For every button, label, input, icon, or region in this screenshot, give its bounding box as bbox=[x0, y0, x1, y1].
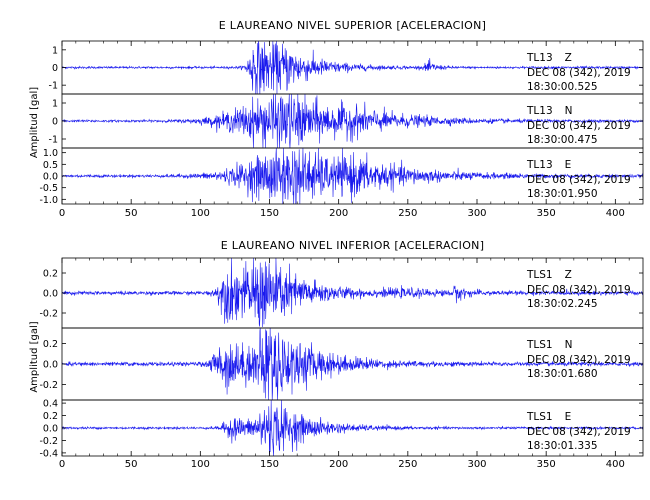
seismogram-trace-TLS1-E bbox=[61, 399, 644, 457]
station-name: TLS1 bbox=[526, 411, 553, 423]
y-tick-label: 0 bbox=[52, 63, 58, 74]
station-label: TL13 Z bbox=[526, 52, 572, 64]
station-component: N bbox=[565, 105, 573, 117]
x-tick-label: 150 bbox=[260, 459, 279, 470]
x-tick-label: 400 bbox=[606, 208, 625, 219]
chart-title: E LAUREANO NIVEL INFERIOR [ACELERACION] bbox=[221, 239, 485, 252]
record-time: 18:30:00.475 bbox=[527, 134, 598, 146]
x-tick-label: 100 bbox=[191, 459, 210, 470]
x-tick-label: 50 bbox=[125, 208, 138, 219]
y-tick-label: -0.4 bbox=[39, 448, 58, 459]
trace-panel: 0.2 0.0 -0.2 TLS1 Z DEC 08 (342), 2019 18:30:0… bbox=[39, 257, 644, 329]
station-name: TL13 bbox=[526, 52, 553, 64]
x-tick-label: 100 bbox=[191, 208, 210, 219]
record-time: 18:30:02.245 bbox=[527, 298, 598, 310]
x-tick-label: 0 bbox=[59, 459, 65, 470]
record-time: 18:30:01.335 bbox=[527, 440, 598, 452]
chart-panel-group-2: E LAUREANO NIVEL INFERIOR [ACELERACION] A… bbox=[29, 239, 644, 470]
y-tick-label: -0.2 bbox=[39, 380, 58, 391]
seismogram-trace-TLS1-Z bbox=[61, 257, 644, 328]
y-axis-label: Amplitud [gal] bbox=[29, 87, 40, 158]
record-date: DEC 08 (342), 2019 bbox=[527, 174, 631, 186]
record-date: DEC 08 (342), 2019 bbox=[527, 284, 631, 296]
y-tick-label: 0.2 bbox=[43, 411, 58, 422]
chart-title: E LAUREANO NIVEL SUPERIOR [ACELERACION] bbox=[219, 19, 486, 32]
trace-panel: 0.2 0.0 -0.2 TLS1 N DEC 08 (342), 2019 18:30:0… bbox=[39, 327, 644, 401]
record-date: DEC 08 (342), 2019 bbox=[527, 426, 631, 438]
trace-panel: 1 0 -1 TL13 Z DEC 08 (342), 2019 18:30:00.525 bbox=[49, 40, 644, 95]
x-tick-label: 250 bbox=[398, 459, 417, 470]
station-component: E bbox=[565, 411, 572, 423]
y-tick-label: 0 bbox=[52, 117, 58, 128]
trace-panel: 1.00.50.0-0.5-1.0 TL13 E DEC 08 (342), 2019… bbox=[39, 147, 644, 206]
x-tick-label: 200 bbox=[329, 459, 348, 470]
x-tick-label: 350 bbox=[537, 208, 556, 219]
x-tick-label: 0 bbox=[59, 208, 65, 219]
record-date: DEC 08 (342), 2019 bbox=[527, 120, 631, 132]
y-tick-label: -0.5 bbox=[39, 183, 58, 194]
y-tick-label: -1 bbox=[49, 81, 58, 92]
station-label: TL13 E bbox=[526, 159, 571, 171]
record-date: DEC 08 (342), 2019 bbox=[527, 67, 631, 79]
x-tick-label: 300 bbox=[467, 459, 486, 470]
chart-panel-group-1: E LAUREANO NIVEL SUPERIOR [ACELERACION] A… bbox=[29, 19, 644, 219]
y-tick-label: 1 bbox=[52, 45, 58, 56]
seismogram-trace-TL13-N bbox=[61, 93, 644, 149]
x-tick-label: 400 bbox=[606, 459, 625, 470]
y-tick-label: 0.0 bbox=[43, 360, 58, 371]
station-component: N bbox=[565, 339, 573, 351]
station-label: TLS1 E bbox=[526, 411, 571, 423]
station-name: TL13 bbox=[526, 105, 553, 117]
record-time: 18:30:01.950 bbox=[527, 188, 598, 200]
record-time: 18:30:00.525 bbox=[527, 81, 598, 93]
station-label: TLS1 Z bbox=[526, 269, 572, 281]
y-tick-label: 0.2 bbox=[43, 339, 58, 350]
x-tick-label: 50 bbox=[125, 459, 138, 470]
station-label: TLS1 N bbox=[526, 339, 572, 351]
y-tick-label: 0.0 bbox=[43, 172, 58, 183]
trace-panel: 1 0 -1 TL13 N DEC 08 (342), 2019 18:30:00.475 bbox=[49, 93, 644, 149]
seismogram-trace-TL13-E bbox=[61, 147, 644, 205]
y-tick-label: 0.0 bbox=[43, 424, 58, 435]
y-tick-label: 1.0 bbox=[43, 148, 58, 159]
station-component: Z bbox=[565, 52, 572, 64]
y-tick-label: 1 bbox=[52, 99, 58, 110]
y-tick-label: 0.2 bbox=[43, 269, 58, 280]
record-time: 18:30:01.680 bbox=[527, 368, 598, 380]
y-tick-label: 0.5 bbox=[43, 160, 58, 171]
station-name: TL13 bbox=[526, 159, 553, 171]
y-tick-label: 0.4 bbox=[43, 399, 58, 410]
station-name: TLS1 bbox=[526, 269, 553, 281]
x-tick-label: 250 bbox=[398, 208, 417, 219]
trace-panel: 0.40.2 0.0-0.2-0.4 TLS1 E DEC 08 (342), 2019… bbox=[39, 399, 644, 459]
seismogram-trace-TLS1-N bbox=[61, 327, 644, 401]
y-axis-label: Amplitud [gal] bbox=[29, 321, 40, 392]
station-component: E bbox=[565, 159, 572, 171]
y-tick-label: -0.2 bbox=[39, 436, 58, 447]
record-date: DEC 08 (342), 2019 bbox=[527, 354, 631, 366]
y-tick-label: -0.2 bbox=[39, 309, 58, 320]
station-name: TLS1 bbox=[526, 339, 553, 351]
x-tick-label: 200 bbox=[329, 208, 348, 219]
y-tick-label: 0.0 bbox=[43, 289, 58, 300]
x-tick-label: 350 bbox=[537, 459, 556, 470]
x-tick-label: 300 bbox=[467, 208, 486, 219]
y-tick-label: -1.0 bbox=[39, 195, 58, 206]
station-component: Z bbox=[565, 269, 572, 281]
x-tick-label: 150 bbox=[260, 208, 279, 219]
station-label: TL13 N bbox=[526, 105, 572, 117]
seismogram-trace-TL13-Z bbox=[61, 40, 644, 95]
y-tick-label: -1 bbox=[49, 135, 58, 146]
